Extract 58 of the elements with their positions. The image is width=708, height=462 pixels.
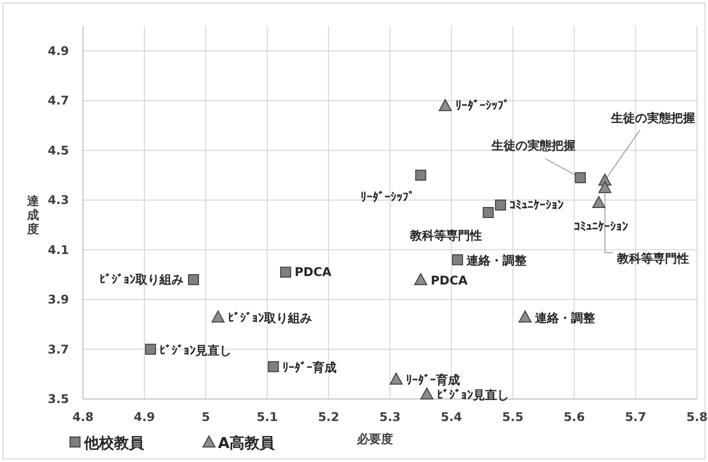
x-tick-label: 5.1 [256,410,278,424]
data-label: PDCA [430,274,468,288]
data-label: ｺﾐｭﾆｹｰｼｮﾝ [574,220,628,234]
x-tick-label: 5.7 [624,410,646,424]
point [518,310,532,322]
legend-label: A高教員 [218,434,276,452]
point [145,344,156,355]
y-tick-label: 3.7 [48,342,69,356]
data-label: 教科等専門性 [409,228,482,242]
y-tick-label: 3.5 [48,392,69,406]
data-label: PDCA [294,265,332,280]
point [390,372,403,385]
y-tick-label: 4.9 [48,44,69,58]
y-tick-label: 4.3 [48,193,69,208]
point [280,266,292,278]
data-label: ﾘｰﾀﾞｰｼｯﾌﾟ [455,98,510,113]
data-label: ﾋﾞｼﾞｮﾝ見直し [160,343,232,358]
point [598,181,612,194]
data-label: 生徒の実態把握 [610,111,695,126]
data-label: ｺﾐｭﾆｹｰｼｮﾝ [510,198,564,212]
point [212,310,225,322]
data-label: ﾘｰﾀﾞｰ育成 [282,360,336,375]
legend-label: 他校教員 [83,434,145,452]
x-tick-label: 5.8 [686,410,708,424]
point [452,254,464,266]
data-label: 連絡・調整 [466,254,528,268]
data-label: ﾋﾞｼﾞｮﾝ取り組み [100,272,184,287]
point [415,170,426,181]
x-tick-label: 5.6 [564,410,585,424]
y-axis-title: 達成度 [26,194,40,236]
data-label: ﾋﾞｼﾞｮﾝ取り組み [228,310,312,325]
x-tick-label: 5.3 [379,410,401,424]
x-tick-label: 5.2 [318,410,340,424]
y-tick-label: 4.1 [48,242,69,257]
x-tick-label: 5.4 [440,410,462,424]
point [438,99,452,112]
x-tick-label: 5.5 [502,410,524,424]
point [268,361,279,372]
x-tick-label: 4.8 [72,410,94,424]
data-label: ﾘｰﾀﾞｰ育成 [406,373,460,388]
point [414,273,428,286]
point [574,172,586,184]
data-label: ﾘｰﾀﾞｰｼｯﾌﾟ [360,190,415,204]
y-tick-label: 4.7 [48,94,69,108]
y-tick-label: 3.9 [48,292,69,307]
point [592,196,606,208]
point [420,388,434,400]
data-label: 教科等専門性 [616,252,689,266]
data-label: ﾋﾞｼﾞｮﾝ見直し [436,388,509,402]
y-tick-label: 4.5 [48,143,69,158]
point [482,207,494,218]
x-tick-label: 4.9 [134,410,156,424]
x-tick-label: 5 [202,410,210,424]
x-axis-title: 必要度 [356,432,393,446]
point [495,200,506,211]
data-label: 生徒の実態把握 [490,138,576,153]
point [188,274,200,286]
data-label: 連絡・調整 [534,310,596,325]
